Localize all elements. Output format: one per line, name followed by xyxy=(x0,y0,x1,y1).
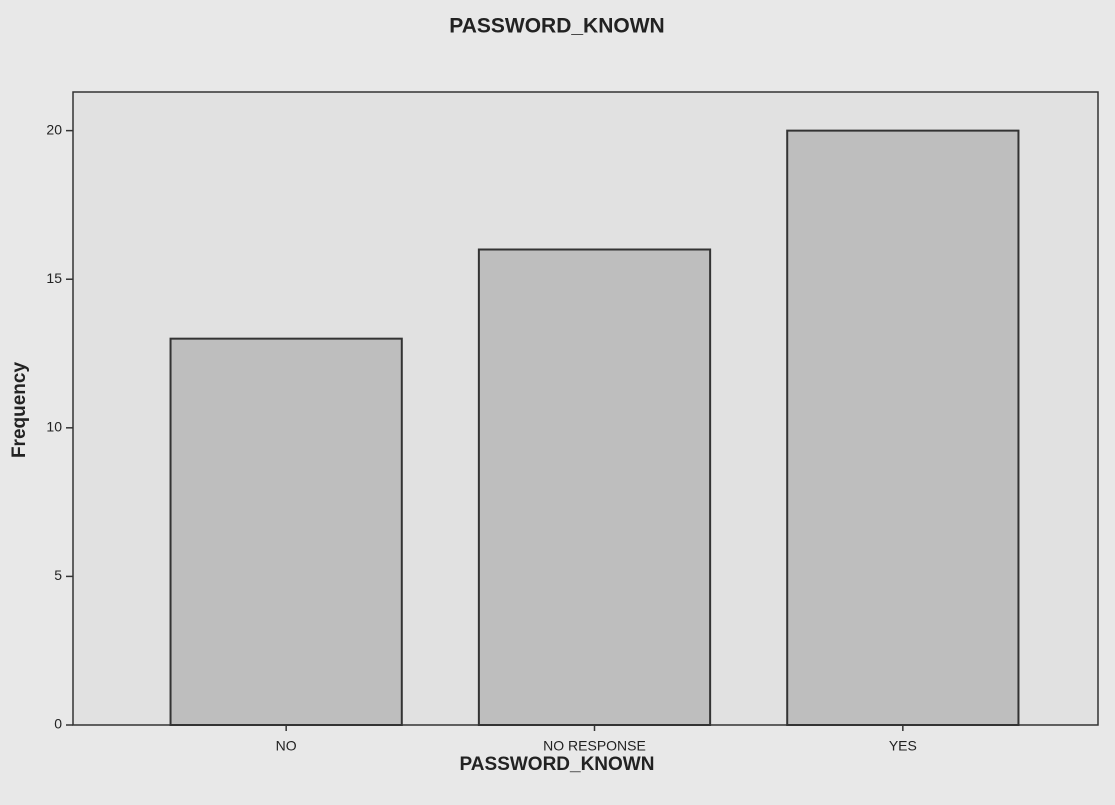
x-tick-label: NO xyxy=(276,738,297,754)
chart-title: PASSWORD_KNOWN xyxy=(449,15,664,38)
y-tick-label: 10 xyxy=(46,419,62,435)
bar xyxy=(477,248,712,726)
x-tick-label: NO RESPONSE xyxy=(543,738,646,754)
x-tick-label: YES xyxy=(889,738,917,754)
bar xyxy=(169,337,403,726)
bar xyxy=(786,129,1020,727)
y-tick-label: 5 xyxy=(54,567,62,583)
y-axis-label: Frequency xyxy=(9,362,30,459)
x-axis-label: PASSWORD_KNOWN xyxy=(460,754,655,775)
y-tick-label: 0 xyxy=(54,716,62,732)
y-tick-label: 20 xyxy=(46,121,62,137)
y-tick-label: 15 xyxy=(46,270,62,286)
